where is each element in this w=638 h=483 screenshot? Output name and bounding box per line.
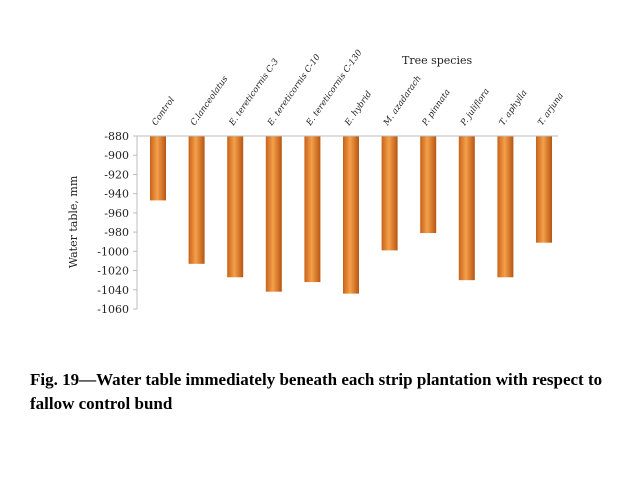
bar xyxy=(188,136,205,264)
figure-caption: Fig. 19—Water table immediately beneath … xyxy=(30,370,603,413)
x-tick-label: T. arjuna xyxy=(536,91,566,128)
y-tick-label: -920 xyxy=(104,168,129,181)
bar xyxy=(458,136,475,281)
bar xyxy=(420,136,437,234)
y-tick-label: -980 xyxy=(104,226,129,239)
bar xyxy=(227,136,244,278)
y-tick-label: -1040 xyxy=(97,284,129,297)
x-tick-label: E. hybrid xyxy=(343,89,375,128)
bar xyxy=(536,136,552,243)
y-tick-label: -880 xyxy=(104,130,129,143)
y-tick-label: -900 xyxy=(104,149,129,162)
y-tick-label: -1000 xyxy=(97,245,129,258)
bars-group xyxy=(150,136,552,294)
bar xyxy=(150,136,166,201)
x-tick-label: P. pinnata xyxy=(420,88,453,129)
bar xyxy=(497,136,514,278)
x-tick-label: Control xyxy=(150,95,177,128)
y-axis-label: Water table, mm xyxy=(67,175,80,268)
y-tick-label: -1020 xyxy=(97,265,129,278)
legend-title: Tree species xyxy=(402,54,472,67)
bar xyxy=(343,136,359,294)
bar xyxy=(381,136,398,251)
bar xyxy=(304,136,321,283)
x-tick-label: T. aphylla xyxy=(498,88,530,127)
y-tick-label: -940 xyxy=(104,188,129,201)
bar xyxy=(265,136,282,292)
x-tick-label: C.lanceolatus xyxy=(189,74,231,128)
y-tick-label: -960 xyxy=(104,207,129,220)
y-axis-ticks: -880 -900 -920 -940 -960 -980 -1000 -1020 -1040 -… xyxy=(97,130,558,316)
x-tick-label: P. juliflora xyxy=(458,87,491,129)
x-tick-label: M. azadarach xyxy=(381,74,423,129)
y-tick-label: -1060 xyxy=(97,303,129,316)
